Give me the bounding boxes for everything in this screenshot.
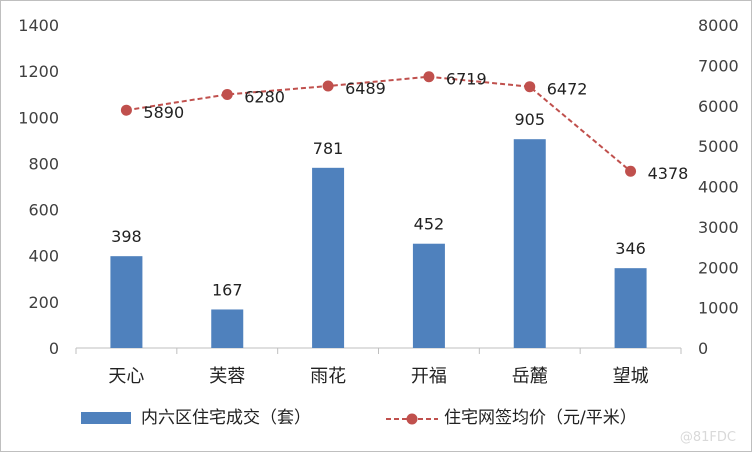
axes: [75, 347, 682, 354]
bar-data-label: 781: [313, 139, 344, 158]
line-data-label: 5890: [143, 103, 184, 122]
bar: [110, 256, 143, 348]
line-point: [221, 88, 233, 100]
left-axis-tick-label: 400: [28, 247, 59, 266]
category-labels: 天心 芙蓉 雨花 开福 岳麓 望城: [108, 366, 648, 387]
right-axis-tick-label: 6000: [698, 97, 739, 116]
line-point: [625, 165, 637, 177]
right-axis-tick-label: 0: [698, 339, 708, 358]
bar-data-label: 905: [514, 110, 545, 129]
legend-bar-swatch: [81, 412, 131, 424]
left-axis-tick-label: 1400: [18, 16, 59, 35]
category-label: 望城: [613, 366, 649, 387]
bar-data-label: 346: [615, 239, 646, 258]
bar: [312, 167, 345, 348]
category-label: 岳麓: [512, 366, 548, 387]
right-axis-tick-label: 3000: [698, 218, 739, 237]
line-data-label: 4378: [648, 164, 689, 183]
legend: 内六区住宅成交（套） 住宅网签均价（元/平米）: [81, 408, 637, 428]
right-axis-tick-label: 8000: [698, 16, 739, 35]
left-axis-ticks: 0 200 400 600 800 1000 1200 1400: [18, 16, 59, 358]
legend-bar-label: 内六区住宅成交（套）: [141, 408, 311, 428]
left-axis-tick-label: 800: [28, 154, 59, 173]
legend-line-marker: [406, 413, 418, 425]
bar-series: [110, 139, 647, 348]
line-point: [322, 80, 334, 92]
legend-line-label: 住宅网签均价（元/平米）: [444, 408, 637, 428]
bar: [412, 243, 445, 348]
left-axis-tick-label: 0: [49, 339, 59, 358]
line-data-label: 6472: [547, 80, 588, 99]
left-axis-tick-label: 1000: [18, 108, 59, 127]
line-data-label: 6719: [446, 70, 487, 89]
right-axis-tick-label: 2000: [698, 258, 739, 277]
line-data-label: 6280: [244, 87, 285, 106]
line-data-labels: 5890 6280 6489 6719 6472 4378: [143, 70, 688, 184]
left-axis-tick-label: 1200: [18, 62, 59, 81]
left-axis-tick-label: 200: [28, 293, 59, 312]
bar-data-labels: 398 167 781 452 905 346: [111, 110, 646, 299]
line-series: [120, 71, 637, 177]
bar: [211, 309, 244, 348]
category-label: 芙蓉: [209, 366, 245, 387]
line-point: [423, 71, 435, 83]
right-axis-tick-label: 5000: [698, 137, 739, 156]
bar: [513, 139, 546, 348]
bar-data-label: 398: [111, 227, 142, 246]
right-axis-tick-label: 1000: [698, 299, 739, 318]
line-data-label: 6489: [345, 79, 386, 98]
category-label: 雨花: [310, 366, 346, 387]
bar: [614, 268, 647, 348]
category-label: 开福: [411, 366, 447, 387]
line-point: [524, 81, 536, 93]
line-point: [120, 104, 132, 116]
bar-data-label: 167: [212, 280, 243, 299]
left-axis-tick-label: 600: [28, 201, 59, 220]
right-axis-tick-label: 7000: [698, 56, 739, 75]
bar-data-label: 452: [414, 215, 445, 234]
watermark-text: @81FDC: [680, 430, 736, 445]
right-axis-ticks: 0 1000 2000 3000 4000 5000 6000 7000 8000: [698, 16, 739, 358]
price-line: [126, 75, 632, 173]
category-label: 天心: [108, 366, 144, 387]
right-axis-tick-label: 4000: [698, 178, 739, 197]
